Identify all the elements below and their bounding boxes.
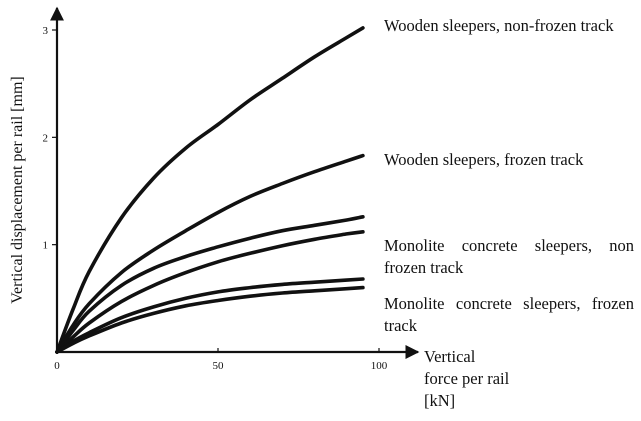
annotation-concrete-nonfrozen: Monolite concrete sleepers, non frozen t…	[384, 236, 634, 277]
series-line-2	[55, 153, 365, 354]
x-tick-label: 0	[54, 360, 60, 372]
series-line-4	[55, 230, 365, 354]
annotation-wooden-frozen: Wooden sleepers, frozen track	[384, 150, 584, 169]
ticks-layer: 0 50 100 1 2 3	[43, 25, 388, 372]
annotation-concrete-frozen: Monolite concrete sleepers, frozen track	[384, 294, 634, 335]
series-line-5	[55, 277, 365, 354]
series-line-1	[55, 26, 365, 354]
x-tick-label: 50	[213, 360, 225, 372]
y-tick-label: 2	[43, 132, 49, 144]
y-axis-label: Vertical displacement per rail [mm]	[9, 76, 26, 303]
x-axis-label: Vertical force per rail [kN]	[424, 347, 510, 410]
series-line-6	[55, 285, 365, 354]
series-line-3	[55, 215, 365, 354]
x-tick-label: 100	[371, 360, 388, 372]
annotation-wooden-nonfrozen: Wooden sleepers, non-frozen track	[384, 16, 614, 35]
y-tick-label: 3	[43, 25, 49, 37]
y-tick-label: 1	[43, 240, 49, 252]
series-layer	[55, 26, 365, 354]
axes	[50, 6, 420, 359]
